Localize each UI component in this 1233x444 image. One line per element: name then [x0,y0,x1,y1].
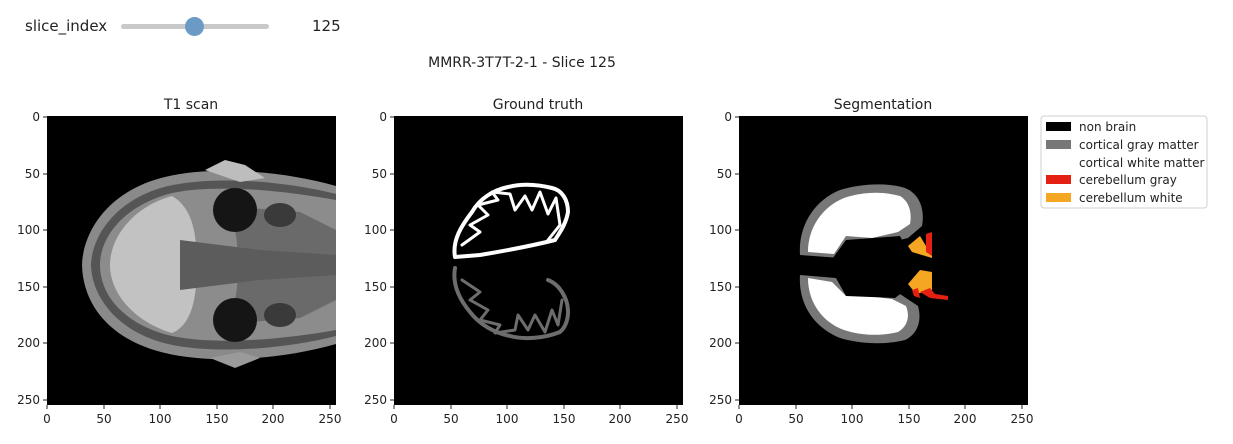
x-axis: 0 50 100 150 200 250 [390,405,688,426]
x-tick-label: 50 [443,412,458,426]
y-tick-label: 0 [32,110,40,124]
y-tick-label: 0 [724,110,732,124]
x-tick-label: 200 [609,412,632,426]
x-tick-label: 100 [841,412,864,426]
y-axis: 0 50 100 150 200 250 [17,110,47,407]
y-tick-label: 150 [709,280,732,294]
legend-label: cerebellum gray [1079,173,1177,187]
x-tick-label: 50 [788,412,803,426]
x-tick-label: 150 [898,412,921,426]
legend-swatch [1046,193,1071,202]
legend-swatch [1046,175,1071,184]
y-tick-label: 0 [379,110,387,124]
y-tick-label: 100 [364,223,387,237]
x-tick-label: 250 [319,412,342,426]
slider-handle[interactable] [184,17,204,36]
x-tick-label: 100 [496,412,519,426]
y-axis: 0 50 100 150 200 250 [709,110,739,407]
x-axis: 0 50 100 150 200 250 [43,405,341,426]
image-frame [394,116,683,405]
legend-label: cerebellum white [1079,191,1183,205]
x-tick-label: 0 [735,412,743,426]
legend: non brain cortical gray matter cortical … [1040,115,1208,209]
x-tick-label: 250 [666,412,689,426]
legend-entry: cortical gray matter [1046,138,1199,152]
y-tick-label: 150 [17,280,40,294]
x-tick-label: 50 [96,412,111,426]
segmentation-mask [799,184,948,344]
y-tick-label: 200 [709,336,732,350]
panel-title: Segmentation [834,97,932,113]
y-tick-label: 100 [17,223,40,237]
t1-brain-image [82,160,336,368]
panel-segmentation: Segmentation 0 50 100 150 200 25 [709,97,1033,426]
slider-label: slice_index [25,17,108,35]
legend-label: cortical gray matter [1079,138,1199,152]
y-tick-label: 150 [364,280,387,294]
y-tick-label: 250 [364,393,387,407]
y-tick-label: 250 [17,393,40,407]
slider-track[interactable] [121,17,269,36]
y-tick-label: 50 [717,167,732,181]
panel-ground-truth: Ground truth 0 50 100 150 200 250 [364,97,688,426]
x-tick-label: 200 [954,412,977,426]
legend-swatch [1046,158,1071,167]
x-tick-label: 150 [553,412,576,426]
x-tick-label: 200 [262,412,285,426]
y-tick-label: 250 [709,393,732,407]
legend-swatch [1046,122,1071,131]
panel-t1-scan: T1 scan 0 50 100 150 200 [17,97,341,426]
x-axis: 0 50 100 150 200 250 [735,405,1033,426]
x-tick-label: 100 [149,412,172,426]
y-tick-label: 200 [17,336,40,350]
ground-truth-mask [452,182,570,341]
legend-entry: cortical white matter [1046,156,1205,170]
y-tick-label: 50 [25,167,40,181]
legend-entry: cerebellum gray [1046,173,1177,187]
panel-title: Ground truth [493,97,583,113]
y-axis: 0 50 100 150 200 250 [364,110,394,407]
x-tick-label: 0 [43,412,51,426]
x-tick-label: 0 [390,412,398,426]
y-tick-label: 200 [364,336,387,350]
slider-value: 125 [312,17,341,35]
legend-entry: non brain [1046,120,1136,134]
x-tick-label: 150 [206,412,229,426]
legend-label: cortical white matter [1079,156,1205,170]
slice-slider: slice_index 125 [0,0,360,54]
y-tick-label: 100 [709,223,732,237]
y-tick-label: 50 [372,167,387,181]
panel-title: T1 scan [163,97,218,113]
x-tick-label: 250 [1011,412,1034,426]
legend-entry: cerebellum white [1046,191,1183,205]
legend-box [1040,115,1208,209]
legend-swatch [1046,140,1071,149]
legend-label: non brain [1079,120,1136,134]
figure-title: MMRR-3T7T-2-1 - Slice 125 [428,55,616,71]
